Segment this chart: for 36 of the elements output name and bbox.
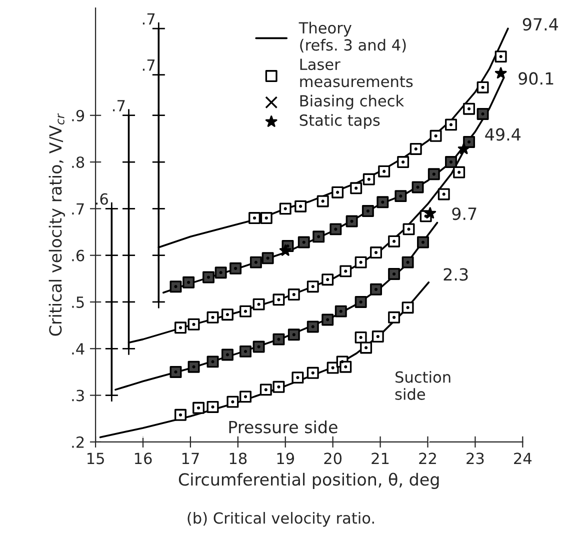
x-tick-label: 23 [466, 452, 484, 464]
x-tick-label: 22 [419, 452, 436, 464]
legend-label: Theory (refs. 3 and 4) [298, 22, 406, 53]
x-tick-label: 19 [277, 452, 294, 464]
x-axis-title: Circumferential position, θ, deg [178, 472, 439, 489]
legend-label: Biasing check [300, 94, 404, 110]
annotation: .7 [113, 100, 125, 112]
annotation: 97.4 [522, 18, 558, 31]
annotation: 9.7 [452, 207, 476, 220]
text: (b) Critical velocity ratio. [188, 512, 374, 527]
y-tick-label: .8 [72, 156, 84, 168]
x-tick-label: 20 [324, 452, 342, 464]
annotation: 2.3 [444, 268, 468, 281]
y-tick-label: .9 [72, 110, 84, 122]
x-tick-label: 18 [230, 452, 247, 464]
annotation: 49.4 [485, 128, 521, 141]
legend-label: Laser measurements [300, 58, 413, 88]
y-tick-label: .2 [72, 436, 84, 448]
y-axis-title: Critical velocity ratio, V/V$_{cr}$ [48, 113, 65, 336]
legend-label: Static taps [300, 114, 380, 129]
y-tick-label: .3 [72, 390, 84, 402]
annotation: .6 [96, 193, 108, 205]
annotation: 90.1 [518, 72, 554, 85]
y-tick-label: .5 [72, 296, 84, 308]
x-tick-label: 15 [88, 452, 104, 464]
x-tick-label: 24 [514, 452, 532, 464]
annotation: Pressure side [229, 420, 338, 434]
x-tick-label: 16 [134, 452, 152, 464]
annotation: .7 [142, 13, 155, 24]
y-tick-label: .4 [72, 343, 84, 354]
annotation: .7 [142, 60, 155, 71]
x-tick-label: 21 [372, 452, 389, 464]
x-tick-label: 17 [182, 452, 199, 464]
y-tick-label: .6 [72, 250, 84, 262]
y-tick-label: .7 [72, 203, 84, 214]
annotation: Suction side [395, 371, 450, 400]
